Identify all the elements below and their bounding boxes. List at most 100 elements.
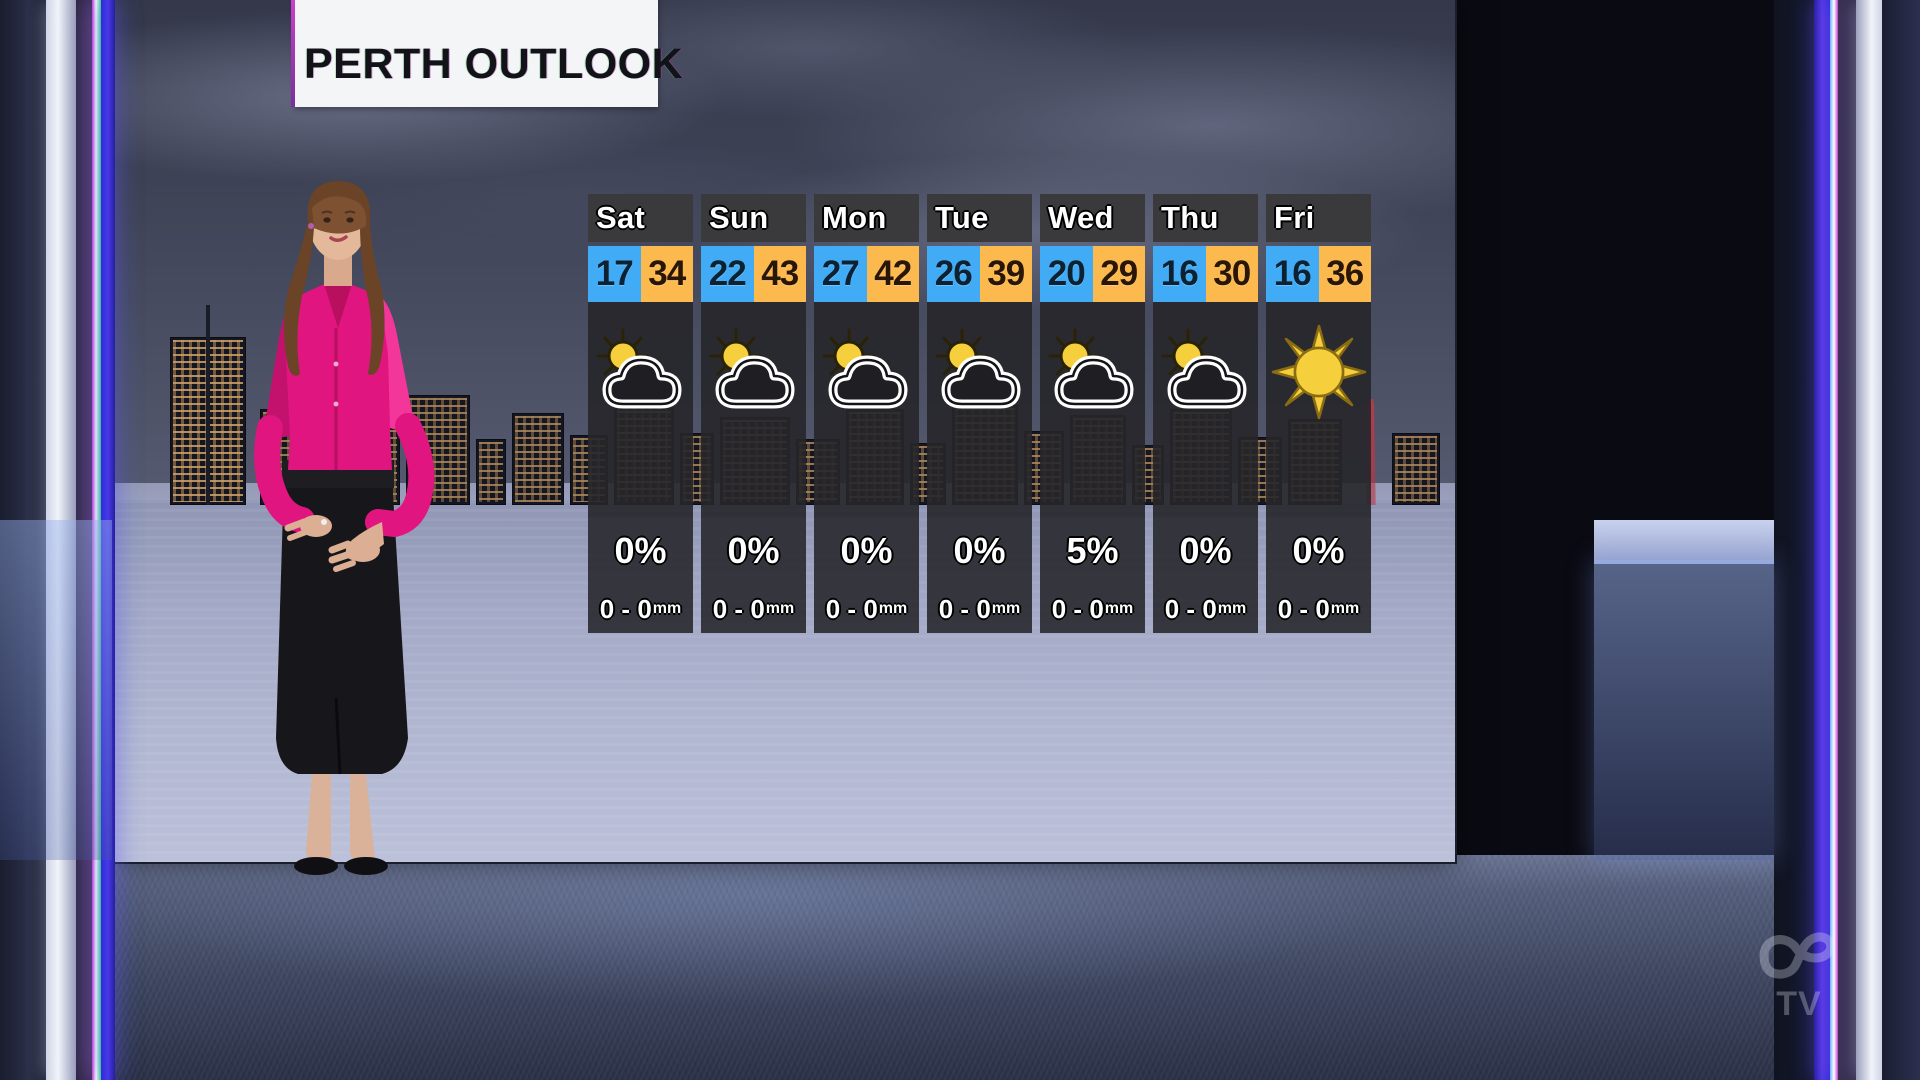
rain-chance-value: 0% — [953, 530, 1006, 571]
temperature-row: 17 34 — [588, 246, 693, 302]
right-wall-panel — [1882, 0, 1920, 1080]
rainfall-unit: mm — [1104, 600, 1134, 617]
rainfall-range-cell: 0 - 0 mm — [1266, 585, 1371, 633]
min-temp-block: 27 — [814, 246, 867, 302]
rain-chance-cell: 0% — [701, 517, 806, 585]
weather-icon-cell — [1153, 302, 1258, 517]
sun-behind-cloud-icon — [935, 328, 1020, 409]
right-blue-led-pillar — [1814, 0, 1830, 1080]
rain-chance-value: 0% — [1179, 530, 1232, 571]
min-temp-block: 17 — [588, 246, 641, 302]
abc-tv-logo: TV — [1756, 926, 1842, 1022]
sun-behind-cloud-icon — [822, 328, 907, 409]
rainfall-range-cell: 0 - 0 mm — [927, 585, 1032, 633]
headline-banner: PERTH OUTLOOK — [291, 0, 683, 107]
day-label: Tue — [935, 200, 989, 235]
weather-icon-cell — [814, 302, 919, 517]
max-temp-value: 30 — [1213, 254, 1251, 293]
min-temp-block: 22 — [701, 246, 754, 302]
day-label: Wed — [1048, 200, 1114, 235]
max-temp-block: 42 — [866, 246, 919, 302]
left-blue-led-pillar — [101, 0, 115, 1080]
max-temp-value: 36 — [1326, 254, 1364, 293]
temperature-row: 22 43 — [701, 246, 806, 302]
rainfall-range-value: 0 - 0 — [938, 593, 991, 624]
left-wall-panel — [0, 0, 46, 1080]
max-temp-block: 30 — [1205, 246, 1258, 302]
rainfall-range-value: 0 - 0 — [825, 593, 878, 624]
forecast-column-thu: Thu 16 30 0% 0 - 0 — [1153, 194, 1258, 633]
rainfall-range-cell: 0 - 0 mm — [1040, 585, 1145, 633]
min-temp-value: 16 — [1160, 254, 1199, 293]
presenter — [232, 178, 447, 878]
rainfall-range-value: 0 - 0 — [1277, 593, 1330, 624]
weather-videowall: PERTH OUTLOOK Sat 17 34 — [110, 0, 1455, 862]
temperature-row: 26 39 — [927, 246, 1032, 302]
day-header: Thu — [1153, 194, 1258, 242]
studio-floor — [0, 855, 1920, 1080]
page-title: PERTH OUTLOOK — [304, 40, 684, 88]
day-header: Fri — [1266, 194, 1371, 242]
min-temp-value: 22 — [708, 254, 747, 293]
right-glass-panel — [1594, 560, 1774, 860]
rain-chance-cell: 0% — [588, 517, 693, 585]
min-temp-value: 17 — [595, 254, 634, 293]
weather-icon-cell — [588, 302, 693, 517]
rainfall-range-value: 0 - 0 — [599, 593, 652, 624]
forecast-column-mon: Mon 27 42 0% 0 - 0 — [814, 194, 919, 633]
max-temp-block: 39 — [979, 246, 1032, 302]
sun-behind-cloud-icon — [709, 328, 794, 409]
day-header: Sat — [588, 194, 693, 242]
max-temp-value: 39 — [987, 254, 1025, 293]
rainfall-unit: mm — [878, 600, 908, 617]
temperature-row: 20 29 — [1040, 246, 1145, 302]
forecast-column-sat: Sat 17 34 0% 0 - 0 — [588, 194, 693, 633]
day-header: Sun — [701, 194, 806, 242]
min-temp-value: 20 — [1047, 254, 1086, 293]
banner-edge-accent — [291, 0, 295, 107]
rainfall-range-cell: 0 - 0 mm — [814, 585, 919, 633]
min-temp-value: 26 — [934, 254, 973, 293]
rainfall-range-value: 0 - 0 — [1164, 593, 1217, 624]
seven-day-forecast-grid: Sat 17 34 0% 0 - 0 — [588, 194, 1371, 633]
forecast-column-tue: Tue 26 39 0% 0 - 0 — [927, 194, 1032, 633]
day-header: Wed — [1040, 194, 1145, 242]
weather-icon-cell — [1266, 302, 1371, 517]
max-temp-value: 29 — [1100, 254, 1138, 293]
right-light-pillar — [1856, 0, 1882, 1080]
rain-chance-cell: 0% — [814, 517, 919, 585]
forecast-column-sun: Sun 22 43 0% 0 - 0 — [701, 194, 806, 633]
sun-icon — [1271, 324, 1366, 420]
min-temp-block: 16 — [1266, 246, 1319, 302]
rainfall-unit: mm — [1217, 600, 1247, 617]
day-label: Mon — [822, 200, 887, 235]
rainfall-unit: mm — [765, 600, 795, 617]
temperature-row: 16 30 — [1153, 246, 1258, 302]
day-label: Sat — [596, 200, 646, 235]
rain-chance-value: 0% — [1292, 530, 1345, 571]
max-temp-block: 43 — [753, 246, 806, 302]
rain-chance-value: 0% — [727, 530, 780, 571]
day-label: Thu — [1161, 200, 1219, 235]
sun-behind-cloud-icon — [1048, 328, 1133, 409]
day-header: Tue — [927, 194, 1032, 242]
rainfall-range-cell: 0 - 0 mm — [588, 585, 693, 633]
min-temp-value: 16 — [1273, 254, 1312, 293]
left-led-strip — [92, 0, 101, 1080]
max-temp-value: 43 — [761, 254, 799, 293]
max-temp-block: 36 — [1318, 246, 1371, 302]
max-temp-block: 34 — [640, 246, 693, 302]
sun-behind-cloud-icon — [596, 328, 681, 409]
rain-chance-value: 0% — [840, 530, 893, 571]
weather-icon-cell — [927, 302, 1032, 517]
right-led-strip — [1830, 0, 1838, 1080]
min-temp-block: 20 — [1040, 246, 1093, 302]
right-desk-top — [1594, 520, 1774, 564]
weather-icon-cell — [701, 302, 806, 517]
rainfall-range-cell: 0 - 0 mm — [701, 585, 806, 633]
min-temp-block: 16 — [1153, 246, 1206, 302]
left-light-pillar — [46, 0, 76, 1080]
rainfall-range-cell: 0 - 0 mm — [1153, 585, 1258, 633]
rain-chance-value: 5% — [1066, 530, 1119, 571]
left-glass-panel — [0, 520, 112, 860]
